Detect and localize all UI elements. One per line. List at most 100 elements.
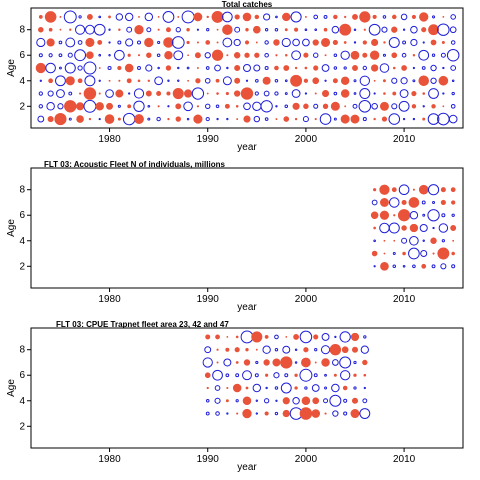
bubble-positive xyxy=(118,28,121,31)
bubble-positive xyxy=(292,102,300,110)
bubble-positive xyxy=(282,12,291,22)
bubble-negative xyxy=(235,373,240,378)
bubble-positive xyxy=(339,23,352,36)
bubble-negative xyxy=(65,37,76,48)
bubble-negative xyxy=(450,40,456,45)
bubble-negative xyxy=(226,66,229,70)
bubble-positive xyxy=(450,187,456,193)
bubble-positive xyxy=(362,359,368,366)
bubble-positive xyxy=(401,199,407,205)
bubble-positive xyxy=(333,14,338,20)
bubble-negative xyxy=(98,117,101,121)
bubble-positive xyxy=(411,14,416,20)
bubble-positive xyxy=(235,361,239,364)
bubble-negative xyxy=(391,77,398,84)
bubble-positive xyxy=(35,62,46,74)
bubble-positive xyxy=(340,114,350,124)
bubble-positive xyxy=(236,118,239,121)
bubble-positive xyxy=(232,383,242,393)
x-axis-label: year xyxy=(237,462,257,473)
bubble-positive xyxy=(303,52,309,58)
bubble-positive xyxy=(215,78,220,83)
bubble-positive xyxy=(193,114,203,124)
bubble-negative xyxy=(196,28,200,31)
bubble-positive xyxy=(97,40,103,45)
bubble-positive xyxy=(69,28,72,31)
bubble-negative xyxy=(418,49,430,61)
bubble-negative xyxy=(409,211,419,220)
bubble-positive xyxy=(342,385,348,391)
bubble-positive xyxy=(211,10,224,23)
bubble-negative xyxy=(392,252,396,256)
bubble-negative xyxy=(167,79,170,82)
bubble-positive xyxy=(106,102,114,110)
bubble-positive xyxy=(380,261,389,271)
bubble-negative xyxy=(173,50,184,61)
bubble-positive xyxy=(144,37,154,48)
bubble-negative xyxy=(282,345,291,354)
y-ticks: 2 4 6 8 xyxy=(19,345,31,432)
bubble-positive xyxy=(393,214,396,217)
bubble-positive xyxy=(451,251,455,256)
y-tick-label: 6 xyxy=(19,50,25,61)
bubble-positive xyxy=(303,78,309,83)
bubble-positive xyxy=(442,16,445,18)
bubble-negative xyxy=(421,200,426,205)
bubble-negative xyxy=(233,38,241,47)
bubble-positive xyxy=(46,38,55,47)
bubble-negative xyxy=(388,113,401,125)
bubble-positive xyxy=(421,263,427,269)
bubble-positive xyxy=(134,114,144,125)
bubble-positive xyxy=(262,76,271,85)
bubble-positive xyxy=(285,336,288,338)
bubble-positive xyxy=(216,348,219,351)
bubble-negative xyxy=(333,117,337,121)
bubble-negative xyxy=(359,75,370,86)
bubble-negative xyxy=(451,264,456,269)
panel-total-catches: Total catches year Age 1980 1990 2000 2010 … xyxy=(6,0,464,153)
bubble-negative xyxy=(319,113,332,125)
bubble-negative xyxy=(214,64,221,72)
bubble-positive xyxy=(418,75,430,87)
bubble-negative xyxy=(432,15,436,19)
bubble-positive xyxy=(177,15,180,18)
x-tick-label: 1980 xyxy=(98,294,121,305)
bubble-negative xyxy=(273,372,280,379)
bubble-positive xyxy=(408,197,420,208)
bubble-positive xyxy=(312,397,320,405)
bubble-negative xyxy=(264,28,269,32)
bubble-positive xyxy=(98,67,101,69)
bubble-positive xyxy=(351,397,359,404)
bubble-positive xyxy=(352,13,358,20)
bubble-negative xyxy=(77,65,83,71)
bubble-positive xyxy=(451,200,456,205)
bubble-positive xyxy=(167,117,170,121)
bubble-negative xyxy=(205,411,210,416)
bubble-negative xyxy=(108,28,111,31)
bubble-negative xyxy=(441,239,445,243)
bubble-positive xyxy=(301,357,311,368)
bubble-negative xyxy=(353,386,357,390)
bubble-negative xyxy=(412,79,416,83)
panel-title: Total catches xyxy=(222,0,273,9)
bubble-positive xyxy=(86,13,93,20)
y-tick-label: 2 xyxy=(19,421,25,432)
bubble-positive xyxy=(233,90,241,97)
bubble-positive xyxy=(379,210,390,220)
bubble-negative xyxy=(222,37,233,48)
x-tick-label: 1980 xyxy=(98,134,121,145)
bubble-negative xyxy=(427,209,440,222)
x-tick-label: 1980 xyxy=(98,454,121,465)
bubble-negative xyxy=(402,117,406,121)
bubble-negative xyxy=(215,104,220,109)
bubble-positive xyxy=(283,65,290,71)
bubble-positive xyxy=(304,66,308,70)
bubble-negative xyxy=(105,89,114,98)
bubble-negative xyxy=(205,398,210,403)
bubble-positive xyxy=(393,239,396,242)
bubble-positive xyxy=(187,79,190,82)
bubble-positive xyxy=(353,373,357,377)
bubble-positive xyxy=(371,250,378,257)
bubble-positive xyxy=(147,79,151,82)
bubble-negative xyxy=(408,247,420,260)
